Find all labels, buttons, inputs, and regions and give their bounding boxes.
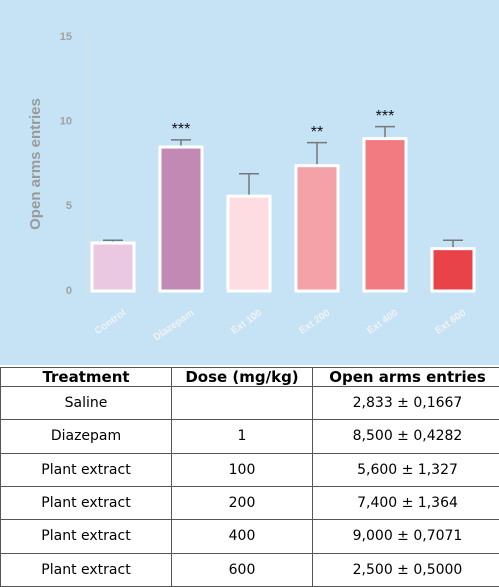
table-cell: 200 [171,485,313,521]
bar [90,241,136,293]
table-cell: 5,600 ± 1,327 [312,452,499,487]
table-cell: 9,000 ± 0,7071 [312,519,499,554]
table-cell: 600 [171,552,313,587]
bar [158,145,204,293]
table-cell: Plant extract [0,485,172,521]
table-cell: 8,500 ± 0,4282 [312,419,499,454]
table-row: Diazepam 1 8,500 ± 0,4282 [0,419,499,454]
header-cell: Treatment [0,367,172,387]
header-cell: Dose (mg/kg) [171,367,313,387]
data-table: Treatment Dose (mg/kg) Open arms entries Sa… [0,367,499,587]
table-cell: 100 [171,452,313,487]
bar [430,247,476,293]
table-cell: 2,500 ± 0,5000 [312,552,499,587]
table-cell: Plant extract [0,552,172,587]
bar [226,194,272,293]
header-cell: Open arms entries [312,367,499,387]
table-cell: 1 [171,419,313,454]
table-row: Plant extract 200 7,400 ± 1,364 [0,485,499,521]
table-cell: 7,400 ± 1,364 [312,485,499,521]
y-axis-label: Open arms entries [27,98,44,230]
significance-label: *** [376,108,395,125]
bar [294,164,340,293]
table-cell: Diazepam [0,419,172,454]
y-tick-label: 0 [66,285,72,297]
bar [362,137,408,293]
significance-label: ** [311,124,323,141]
table-cell: 2,833 ± 0,1667 [312,385,499,421]
table-cell: Saline [0,385,172,421]
significance-label: *** [172,121,191,138]
table-row: Plant extract 100 5,600 ± 1,327 [0,452,499,487]
table-cell [171,385,313,421]
y-tick-label: 10 [60,116,72,128]
table-cell: 400 [171,519,313,554]
table-cell: Plant extract [0,452,172,487]
table-row: Plant extract 400 9,000 ± 0,7071 [0,519,499,554]
y-tick-label: 5 [66,200,72,212]
table-row: Plant extract 600 2,500 ± 0,5000 [0,552,499,587]
table-row: Saline 2,833 ± 0,1667 [0,385,499,421]
y-tick-label: 15 [60,31,72,43]
table-cell: Plant extract [0,519,172,554]
